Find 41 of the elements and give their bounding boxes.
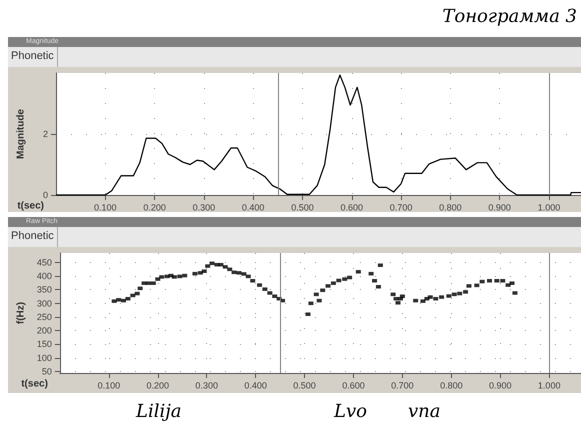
y-tick-label: 400 (36, 271, 52, 282)
text: Lvo (334, 401, 367, 422)
y-tick-label: 250 (36, 312, 52, 322)
x-tick-label: 0.600 (340, 202, 364, 212)
x-tick-label: 0.500 (293, 380, 316, 390)
y-tick-label: 450 (36, 258, 52, 268)
x-tick-label: 0.700 (391, 380, 414, 390)
text: Lilija (136, 401, 182, 422)
y-axis-title: f(Hz) (16, 302, 26, 324)
x-tick-label: 0.700 (390, 202, 412, 212)
text: Phonetic (8, 47, 58, 67)
y-tick-label: 2 (42, 129, 48, 139)
text: vna (408, 401, 440, 422)
x-tick-label: 0.500 (291, 202, 314, 212)
x-tick-label: 0.400 (242, 202, 264, 212)
y-axis-title: Magnitude (16, 108, 26, 159)
x-tick-label: 0.400 (244, 380, 267, 390)
y-tick-label: 150 (36, 339, 52, 350)
y-tick-label: 100 (36, 352, 52, 363)
x-tick-label: 0.100 (94, 202, 117, 212)
x-tick-label: 0.800 (440, 380, 463, 390)
x-tick-label: 0.100 (98, 380, 120, 390)
x-tick-label: 0.800 (439, 202, 462, 212)
y-tick-label: 300 (36, 298, 52, 308)
x-tick-label: 0.900 (489, 380, 512, 390)
y-tick-label: 200 (36, 326, 52, 336)
y-tick-label: 50 (42, 366, 52, 376)
x-tick-label: 0.300 (192, 202, 216, 212)
x-tick-label: 0.600 (342, 380, 365, 390)
x-axis-title: t(sec) (21, 378, 48, 390)
x-tick-label: 1.000 (538, 380, 560, 390)
x-tick-label: 0.200 (146, 380, 170, 390)
chart-title: Тонограмма 3 (442, 6, 577, 27)
y-tick-label: 350 (36, 284, 52, 295)
y-tick-label: 0 (42, 190, 48, 200)
x-tick-label: 0.200 (143, 202, 166, 212)
x-tick-label: 0.900 (488, 202, 511, 212)
x-axis-title: t(sec) (17, 200, 44, 212)
text: Phonetic (8, 227, 58, 247)
x-tick-label: 1.000 (538, 202, 560, 212)
x-tick-label: 0.300 (195, 380, 218, 390)
